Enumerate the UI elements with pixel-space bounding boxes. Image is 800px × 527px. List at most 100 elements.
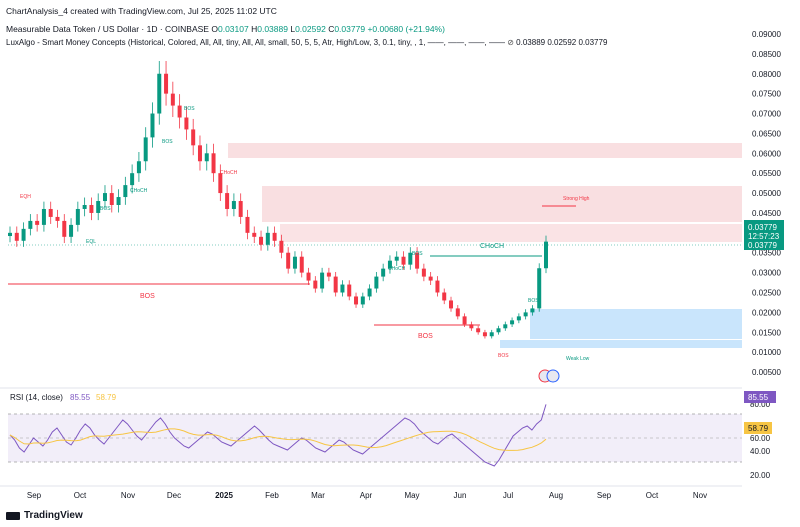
rsi-label[interactable]: RSI (14, close): [10, 393, 63, 402]
supply-zone-2: [262, 186, 742, 222]
candle: [130, 173, 135, 186]
choch-label-3: CHoCH: [220, 170, 238, 176]
rsi-value-inline: 85.55: [70, 393, 91, 402]
candle: [204, 153, 209, 162]
candle: [449, 300, 454, 309]
eye-icon[interactable]: ⊘: [507, 38, 514, 47]
time-tick-3: Dec: [167, 491, 181, 500]
price-axis[interactable]: 0.09000 0.08500 0.08000 0.07500 0.07000 0.065…: [752, 30, 781, 377]
candle: [55, 216, 60, 221]
rsi-ma-box: [744, 422, 772, 434]
indicator-value-2: 0.02592: [547, 38, 577, 47]
candle: [191, 129, 196, 146]
price-tick-6: 0.06000: [752, 149, 781, 158]
candle: [516, 316, 521, 321]
candle: [394, 256, 399, 261]
candle: [340, 284, 345, 293]
rsi-value-box: [744, 391, 776, 403]
indicator-value-1: 0.03889: [516, 38, 546, 47]
price-tick-4: 0.07000: [752, 110, 781, 119]
price-tick-0: 0.09000: [752, 30, 781, 39]
candle: [299, 256, 304, 273]
indicator-name[interactable]: LuxAlgo - Smart Money Concepts (Historic…: [6, 38, 505, 47]
supply-zone-3: [280, 224, 742, 242]
time-tick-8: May: [404, 491, 419, 500]
ohlc-open-label: O: [211, 24, 218, 34]
candle: [537, 268, 542, 309]
candle: [387, 260, 392, 269]
candle: [496, 328, 501, 333]
candle: [136, 161, 141, 174]
ohlc-high-label: H: [251, 24, 258, 34]
candle: [455, 308, 460, 317]
rsi-ma-line: [9, 428, 547, 451]
candle: [544, 241, 548, 269]
time-tick-1: Oct: [74, 491, 87, 500]
eql-label: EQL: [86, 239, 96, 245]
choch-label: CHoCH: [480, 243, 504, 250]
candle: [238, 201, 243, 217]
candle: [164, 73, 169, 94]
candle: [482, 332, 487, 337]
supply-zone-1: [228, 143, 742, 158]
candle: [211, 153, 216, 174]
time-tick-14: Nov: [693, 491, 707, 500]
candle: [326, 272, 331, 277]
price-tick-11: 0.03500: [752, 249, 781, 258]
ohlc-low: 0.02592: [295, 24, 326, 34]
ohlc-high: 0.03889: [257, 24, 288, 34]
ohlc-low-label: L: [290, 24, 296, 34]
ohlc-close-label: C: [328, 24, 335, 34]
candle: [286, 252, 291, 269]
time-tick-7: Apr: [360, 491, 373, 500]
symbol-line: Measurable Data Token / US Dollar · 1D ·…: [6, 24, 445, 34]
candle: [245, 216, 250, 233]
candle: [401, 256, 406, 265]
candle: [381, 268, 386, 277]
rsi-tick-20: 20.00: [750, 471, 771, 480]
tradingview-brand[interactable]: TradingView: [6, 510, 83, 521]
candle: [150, 113, 155, 138]
candle: [354, 296, 359, 305]
tradingview-logo-icon: [6, 511, 20, 520]
candle: [428, 276, 433, 281]
time-tick-9: Jun: [454, 491, 467, 500]
flag-event-icon-2[interactable]: [546, 369, 560, 383]
candle: [408, 252, 413, 265]
chart-source-line: ChartAnalysis_4 created with TradingView…: [6, 6, 277, 16]
countdown-timer: 12:57:23: [748, 232, 780, 241]
bos-label-6: BOS: [412, 251, 423, 257]
time-axis[interactable]: Sep Oct Nov Dec 2025 Feb Mar Apr May Jun Jul Aug Sep…: [27, 491, 707, 500]
price-tick-5: 0.06500: [752, 129, 781, 138]
bos-label-2: BOS: [418, 333, 433, 340]
candle: [333, 276, 338, 293]
candle: [265, 232, 270, 245]
ohlc-change: +0.00680 (+21.94%): [367, 24, 445, 34]
candle: [14, 232, 19, 241]
candle: [360, 296, 365, 305]
candle: [347, 284, 352, 297]
price-tick-16: 0.01000: [752, 348, 781, 357]
candle: [523, 312, 528, 317]
candle: [48, 208, 53, 217]
time-tick-13: Oct: [646, 491, 659, 500]
time-tick-12: Sep: [597, 491, 612, 500]
ohlc-open: 0.03107: [217, 24, 249, 34]
candle: [279, 240, 284, 253]
candle: [41, 208, 46, 225]
candle: [225, 193, 230, 209]
candle: [292, 256, 297, 269]
demand-zone-2: [500, 340, 742, 348]
candle: [306, 272, 311, 281]
candle: [259, 236, 264, 245]
symbol-name[interactable]: Measurable Data Token / US Dollar · 1D ·…: [6, 24, 209, 34]
candle: [123, 185, 128, 198]
time-tick-0: Sep: [27, 491, 42, 500]
candle: [21, 228, 26, 241]
candle: [102, 193, 107, 202]
candle: [421, 268, 426, 277]
candle: [462, 316, 467, 325]
candle: [313, 280, 318, 289]
bos-label-1: BOS: [140, 293, 155, 300]
